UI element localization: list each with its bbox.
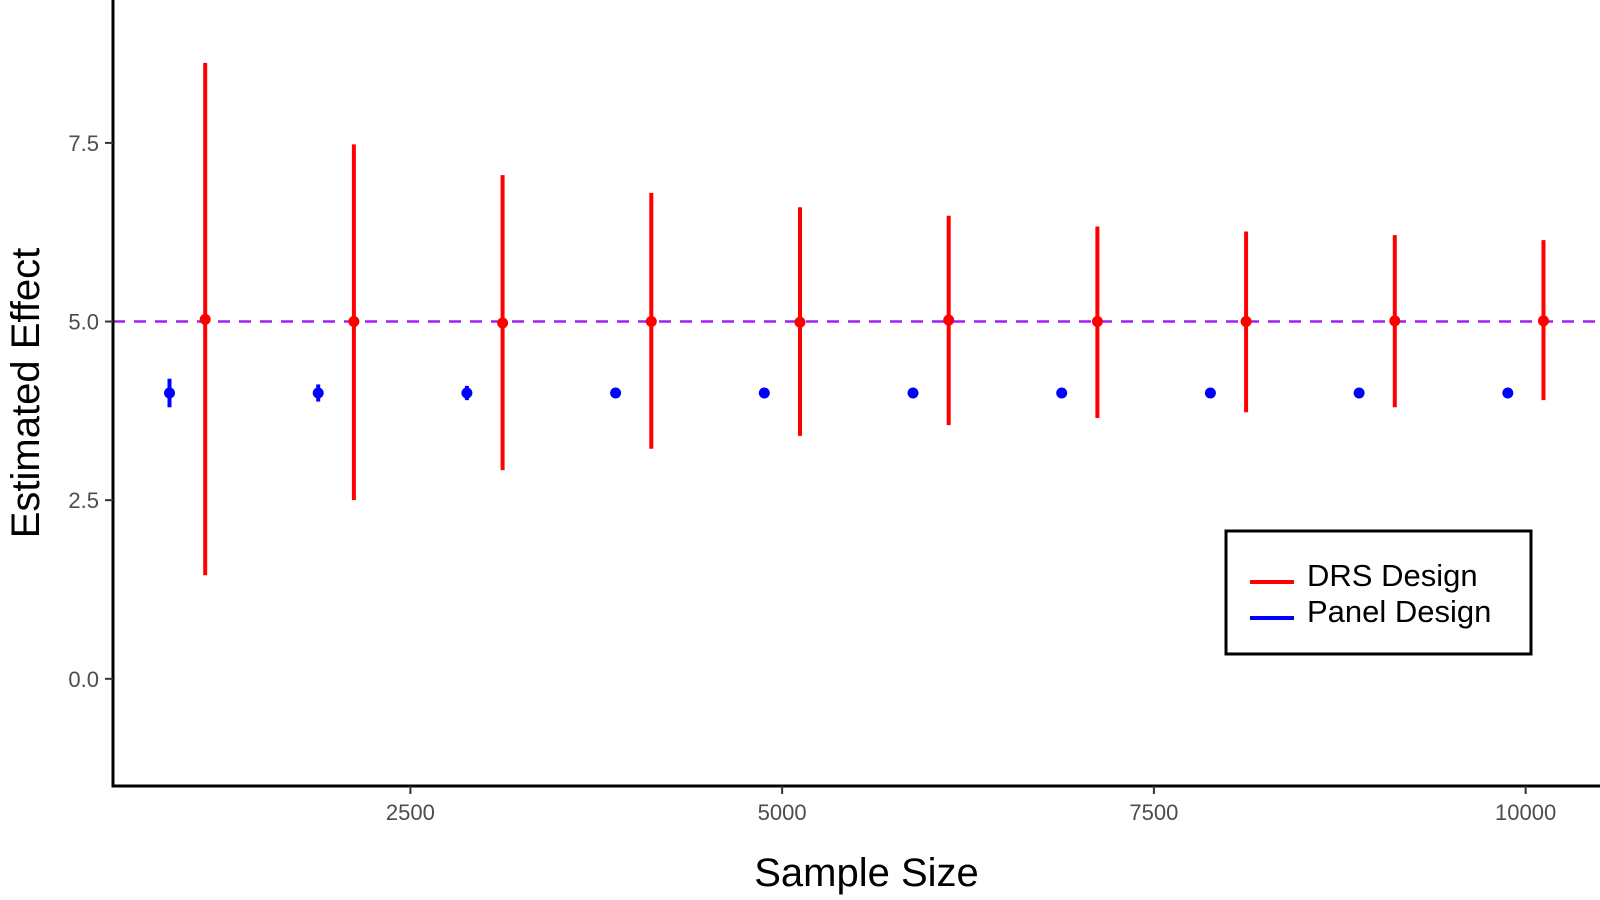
x-tick-label-1: 5000 xyxy=(758,800,807,825)
legend-label-drs-design: DRS Design xyxy=(1307,558,1478,593)
drs-design-point-3 xyxy=(645,316,657,328)
drs-design-point-4 xyxy=(794,316,806,328)
panel-design-point-6 xyxy=(1056,387,1068,399)
series-panel-design xyxy=(164,378,1514,408)
drs-design-point-8 xyxy=(1389,315,1401,327)
x-tick-label-3: 10000 xyxy=(1495,800,1556,825)
y-axis-title: Estimated Effect xyxy=(4,248,48,539)
panel-design-point-0 xyxy=(164,387,176,399)
drs-design-point-0 xyxy=(199,313,211,325)
y-tick-label-0: 0.0 xyxy=(68,667,99,692)
x-tick-label-2: 7500 xyxy=(1129,800,1178,825)
drs-design-point-9 xyxy=(1537,315,1549,327)
legend-label-panel-design: Panel Design xyxy=(1307,594,1491,629)
panel-design-point-2 xyxy=(461,387,473,399)
panel-design-point-9 xyxy=(1502,387,1514,399)
legend: DRS Design Panel Design xyxy=(1224,529,1533,656)
y-tick-label-2: 5.0 xyxy=(68,310,99,335)
panel-design-point-7 xyxy=(1204,387,1216,399)
series-drs-design xyxy=(199,62,1549,576)
legend-box xyxy=(1224,529,1533,656)
drs-design-point-2 xyxy=(497,317,509,329)
x-tick-label-0: 2500 xyxy=(386,800,435,825)
drs-design-point-7 xyxy=(1240,316,1252,328)
drs-design-point-5 xyxy=(943,314,955,326)
panel-design-point-8 xyxy=(1353,387,1365,399)
panel-design-point-3 xyxy=(610,387,622,399)
panel-design-point-4 xyxy=(758,387,770,399)
drs-design-point-6 xyxy=(1091,316,1103,328)
panel-design-point-1 xyxy=(312,387,324,399)
panel-design-point-5 xyxy=(907,387,919,399)
y-tick-label-3: 7.5 xyxy=(68,131,99,156)
y-tick-label-1: 2.5 xyxy=(68,488,99,513)
drs-design-point-1 xyxy=(348,316,360,328)
x-axis-title: Sample Size xyxy=(754,851,979,895)
